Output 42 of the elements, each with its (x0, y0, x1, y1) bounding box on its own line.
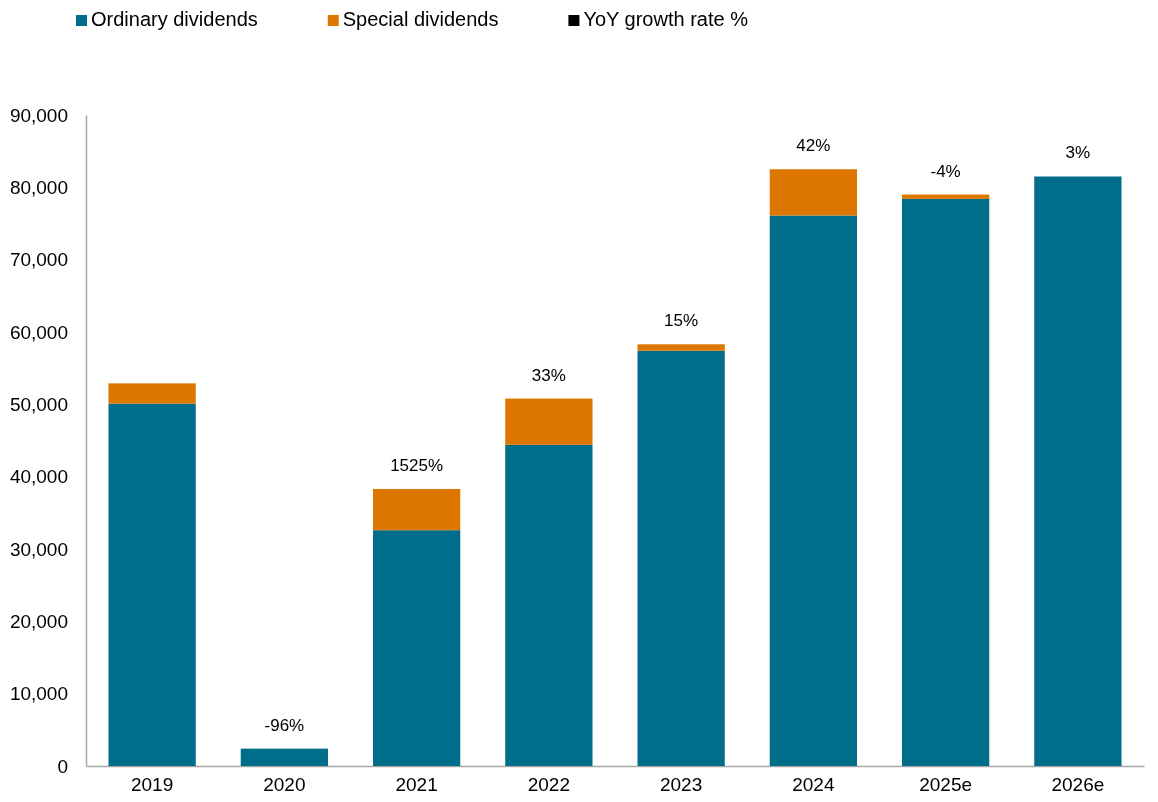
y-tick-label: 10,000 (9, 683, 68, 705)
bar (901, 198, 990, 766)
annotation: 42% (796, 136, 831, 156)
bar (108, 403, 196, 766)
x-tick-label: 2024 (792, 774, 835, 796)
legend-label: YoY growth rate % (583, 8, 749, 30)
bar (637, 344, 725, 351)
bar (505, 444, 593, 766)
bar (901, 194, 990, 199)
bar (108, 383, 196, 404)
legend-label: Ordinary dividends (91, 8, 258, 30)
bar (505, 398, 593, 445)
bar (372, 530, 461, 766)
annotation: 3% (1065, 143, 1091, 163)
y-tick-label: 70,000 (9, 249, 68, 271)
x-tick-label: 2023 (659, 774, 703, 796)
bar (637, 350, 725, 766)
x-tick-label: 2021 (395, 774, 438, 796)
y-tick-label: 50,000 (9, 393, 68, 415)
annotation: 33% (531, 365, 566, 385)
bar (1034, 176, 1122, 766)
legend-label: Special dividends (342, 8, 499, 30)
annotation: -4% (930, 161, 961, 181)
y-tick-label: 80,000 (9, 176, 68, 198)
y-tick-label: 0 (57, 755, 68, 777)
y-tick-label: 20,000 (9, 610, 68, 632)
y-tick-label: 30,000 (9, 538, 68, 560)
y-tick-label: 40,000 (9, 466, 68, 488)
x-tick-label: 2019 (130, 774, 174, 796)
x-tick-label: 2025e (919, 774, 973, 796)
annotation: 15% (664, 311, 699, 331)
x-tick-label: 2022 (527, 774, 571, 796)
x-tick-label: 2020 (263, 774, 306, 796)
bar (769, 169, 858, 216)
x-tick-label: 2026e (1051, 774, 1105, 796)
annotation: -96% (264, 715, 305, 735)
bar (240, 748, 329, 766)
annotation: 1525% (390, 455, 444, 475)
y-tick-label: 90,000 (9, 104, 68, 126)
bar (372, 488, 461, 531)
bar (769, 215, 858, 766)
y-tick-label: 60,000 (9, 321, 68, 343)
